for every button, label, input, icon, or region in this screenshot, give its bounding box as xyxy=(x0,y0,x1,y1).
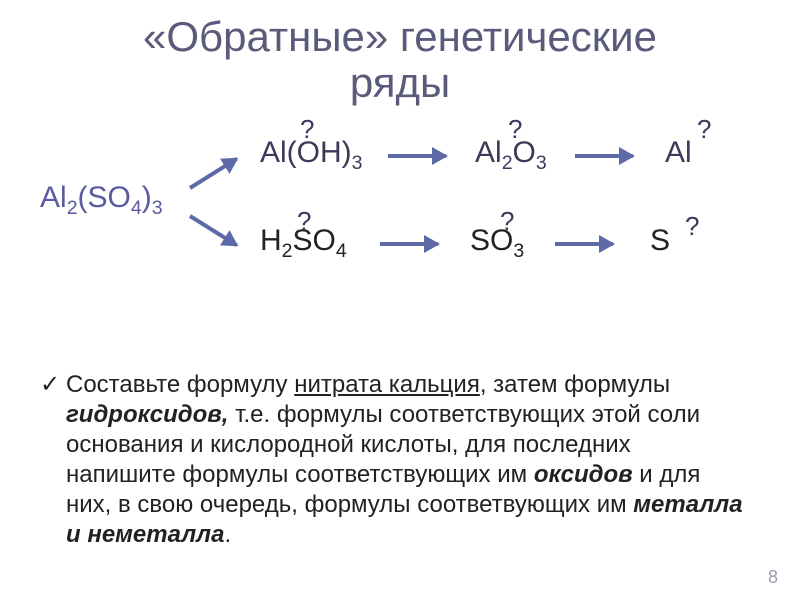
title-line-2: ряды xyxy=(350,59,450,106)
check-icon: ✓ xyxy=(40,370,66,400)
t6: оксидов xyxy=(534,461,633,488)
qmark-top-3: ? xyxy=(697,114,711,145)
node-top-2: Al2O3 xyxy=(475,136,547,175)
t1: Составьте формулу xyxy=(66,371,294,398)
t3: , затем формулы xyxy=(480,371,670,398)
node-top-1: Al(OH)3 xyxy=(260,136,363,175)
bullet-text: Составьте формулу нитрата кальция, затем… xyxy=(66,370,746,550)
arrow-start-bottom xyxy=(189,215,238,248)
node-bot-1: H2SO4 xyxy=(260,224,347,263)
slide: «Обратные» генетические ряды Al2(SO4)3 ?… xyxy=(0,0,800,600)
page-number: 8 xyxy=(768,567,778,588)
arrow-bot-1 xyxy=(380,242,438,246)
t4: гидроксидов, xyxy=(66,401,228,428)
t2: нитрата кальция xyxy=(294,371,480,398)
node-start: Al2(SO4)3 xyxy=(40,181,163,220)
reaction-diagram: Al2(SO4)3 ? Al(OH)3 ? Al2O3 ? Al ? H2SO4… xyxy=(0,106,800,286)
slide-title: «Обратные» генетические ряды xyxy=(0,0,800,106)
node-bot-2: SO3 xyxy=(470,224,524,263)
node-bot-3: S xyxy=(650,224,670,258)
arrow-top-1 xyxy=(388,154,446,158)
arrow-start-top xyxy=(189,158,238,191)
title-line-1: «Обратные» генетические xyxy=(143,13,657,60)
t9: . xyxy=(224,521,231,548)
arrow-bot-2 xyxy=(555,242,613,246)
qmark-bot-3: ? xyxy=(685,211,699,242)
bullet-paragraph: ✓Составьте формулу нитрата кальция, зате… xyxy=(40,370,760,550)
arrow-top-2 xyxy=(575,154,633,158)
node-top-3: Al xyxy=(665,136,692,170)
